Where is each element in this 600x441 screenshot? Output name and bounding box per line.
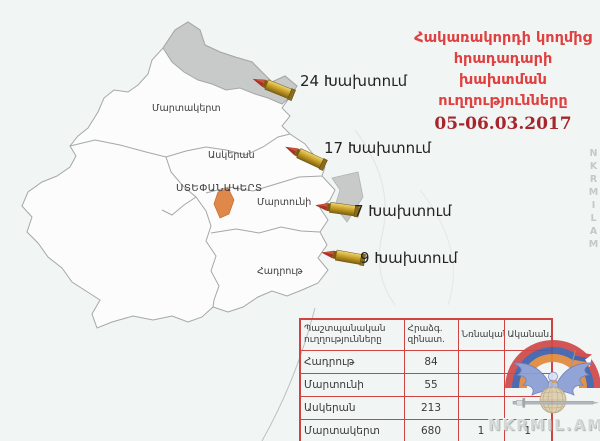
table-header-row: Պաշտպանական ուղղությունները Հրաձգ. զինատ… bbox=[299, 318, 553, 351]
west-border bbox=[165, 156, 220, 308]
askeran-martuni-border bbox=[205, 175, 323, 194]
nkr-defense-army-logo bbox=[505, 340, 600, 414]
region-label-stepanakert: ՍՏԵՓԱՆԱԿԵՐՏ bbox=[176, 183, 263, 194]
cell-firearms: 84 bbox=[403, 350, 459, 374]
infographic-title: Հակառակորդի կողմից հրադադարի խախտման ուղ… bbox=[408, 28, 598, 134]
region-label-askeran: Ասկերան bbox=[208, 150, 255, 161]
stepanakert-highlight bbox=[213, 187, 235, 219]
cell-direction: Հադրութ bbox=[299, 350, 405, 374]
violations-label-askeran: 17 Խախտում bbox=[324, 139, 432, 157]
terrain-line bbox=[354, 129, 396, 306]
violations-label-martakert: 24 Խախտում bbox=[300, 72, 408, 90]
header-grenade: Նռնական. bbox=[457, 318, 505, 351]
sword bbox=[512, 398, 599, 408]
cell-grenade bbox=[457, 350, 505, 374]
cell-mine: 1 bbox=[503, 419, 553, 441]
violations-table: Պաշտպանական ուղղությունները Հրաձգ. զինատ… bbox=[299, 318, 553, 441]
side-watermark: NKRMILAM bbox=[588, 148, 599, 252]
title-line-3: ուղղությունները bbox=[438, 93, 568, 109]
header-firearms: Հրաձգ. զինատ. bbox=[403, 318, 459, 351]
martakert-border bbox=[69, 133, 291, 158]
table-row: Մարտակերտ 680 1 1 bbox=[299, 419, 553, 441]
cell-direction: Մարտակերտ bbox=[299, 419, 405, 441]
region-label-martakert: Մարտակերտ bbox=[152, 103, 221, 114]
violations-label-hadrut: 9 Խախտում bbox=[360, 249, 458, 267]
cell-direction: Մարտունի bbox=[299, 373, 405, 397]
header-directions: Պաշտպանական ուղղությունները bbox=[299, 318, 405, 351]
cell-grenade bbox=[457, 373, 505, 397]
title-line-1: Հակառակորդի կողմից bbox=[414, 30, 592, 46]
title-line-2: հրադադարի խախտման bbox=[453, 51, 553, 88]
terrain-line bbox=[419, 189, 455, 306]
title-date: 05-06.03.2017 bbox=[434, 114, 572, 134]
region-label-hadrut: Հադրութ bbox=[257, 266, 303, 277]
site-watermark: NKRMIL.AM bbox=[488, 416, 600, 434]
cell-firearms: 213 bbox=[403, 396, 459, 420]
table-row: Ասկերան 213 bbox=[299, 396, 553, 420]
cell-grenade bbox=[457, 396, 505, 420]
table-row: Մարտունի 55 bbox=[299, 373, 553, 397]
cell-firearms: 55 bbox=[403, 373, 459, 397]
violations-label-martuni: 7 Խախտում bbox=[354, 202, 452, 220]
region-label-martuni: Մարտունի bbox=[257, 197, 312, 208]
cell-direction: Ասկերան bbox=[299, 396, 405, 420]
martuni-hadrut-border bbox=[210, 226, 321, 234]
cell-firearms: 680 bbox=[403, 419, 459, 441]
shushi-border bbox=[161, 196, 197, 216]
